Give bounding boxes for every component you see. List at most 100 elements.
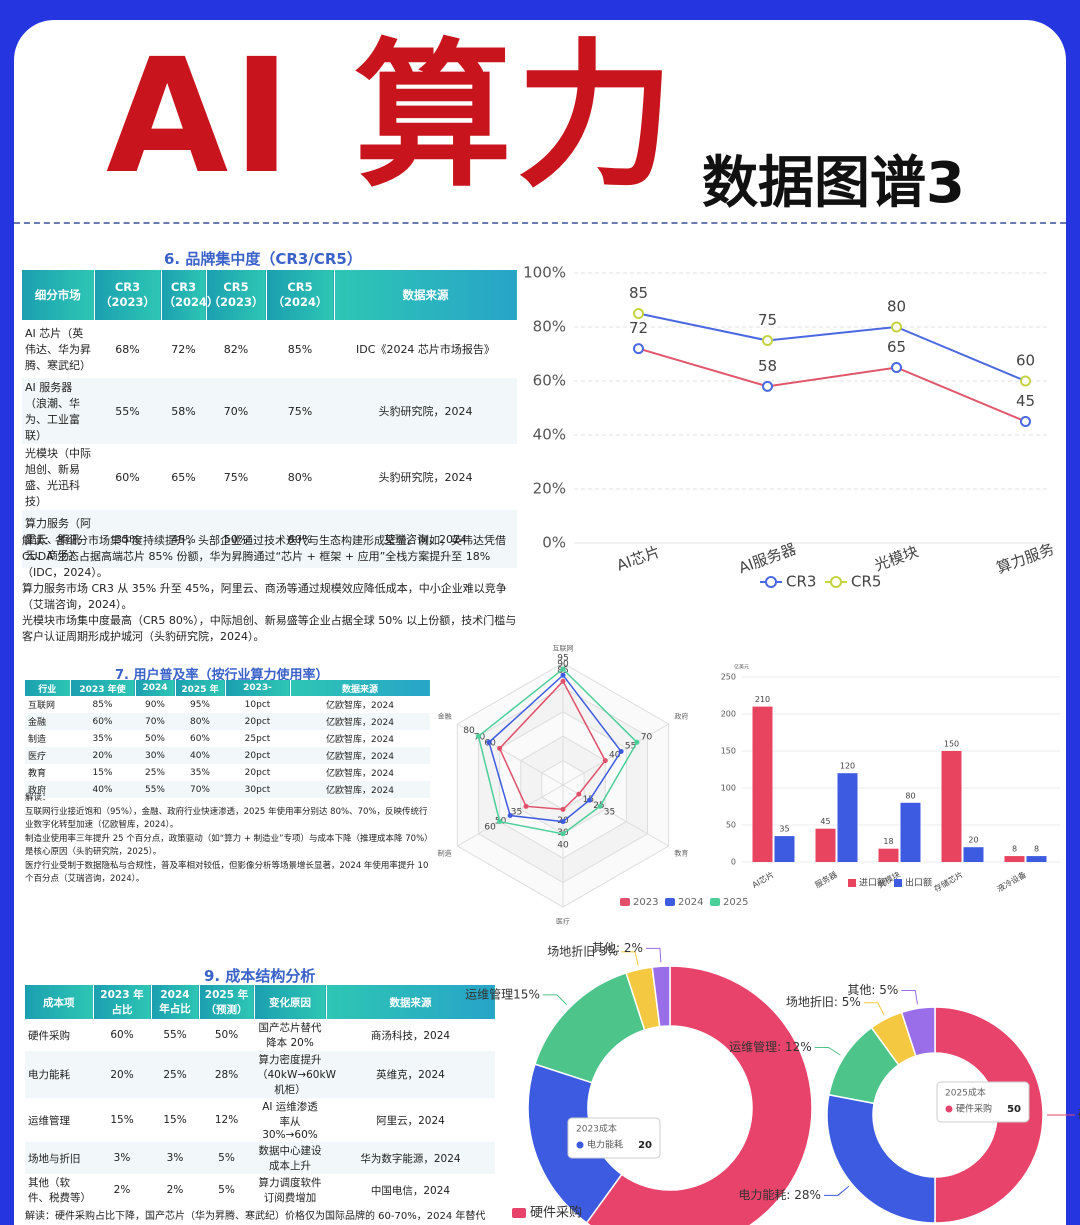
table-cell: 英维克，2024 [326, 1051, 495, 1098]
donut-slice [826, 1093, 936, 1224]
value-label: 场地折旧 3% [547, 943, 618, 958]
x-tick-label: 液冷设备 [995, 869, 1028, 894]
x-tick-label: AI芯片 [614, 542, 662, 574]
data-table: 成本项 2023 年占比 2024 年占比 2025 年（预测） 变化原因 数据来源 硬件采… [25, 985, 496, 1206]
data-table: 细分市场 CR3（2023） CR3（2024） CR5（2023） CR5（2024）… [22, 270, 518, 568]
tooltip-box [936, 1081, 1030, 1123]
donut-slice [534, 972, 646, 1084]
table-cell: 60% [115, 470, 140, 484]
marker [523, 803, 529, 809]
table-row: 场地与折旧 3% 3% 5% 数据中心建设成本上升 华为数字能源，2024 [25, 1142, 495, 1174]
marker [497, 819, 503, 825]
spoke [457, 723, 564, 786]
table-cell: 95% [189, 699, 210, 710]
value-label: 72 [629, 319, 648, 337]
marker [633, 308, 644, 319]
value-label: 65 [887, 338, 906, 356]
table-cell: 15% [92, 767, 113, 778]
table-cell: 75% [266, 378, 334, 444]
table-row: 电力能耗 20% 25% 28% 算力密度提升（40kW→60kW 机柜） 英维克，202… [25, 1051, 495, 1098]
table-cell: 制造 [28, 735, 47, 745]
leader-line [621, 951, 639, 966]
table-cell: 70% [206, 378, 266, 444]
legend-label: 硬件采购 [530, 1205, 582, 1221]
marker [560, 819, 566, 825]
axis-label: 医疗 [556, 917, 570, 926]
value-label: 运维管理: 12% [729, 1039, 812, 1054]
x-tick-label: 服务器 [813, 869, 839, 890]
table-cell: 25% [144, 767, 165, 778]
table-cell: 5% [199, 1142, 254, 1174]
table-cell: 50% [144, 733, 165, 744]
header-cell: 数据来源 [326, 985, 496, 1019]
table-row: 硬件采购 60% 55% 50% 国产芯片替代降本 20% 商汤科技，2024 [25, 1019, 495, 1051]
leader-line [823, 1186, 850, 1196]
header-cell: 行业 [25, 680, 71, 696]
table-cell: 55% [135, 781, 175, 798]
table-cell: 80% [175, 713, 225, 730]
subtitle: 数据图谱3 [702, 151, 965, 216]
value-label: 35 [604, 807, 615, 817]
table-cell: 60% [189, 733, 210, 744]
table-cell: 85% [287, 342, 313, 356]
table-cell: 68% [115, 342, 140, 356]
note-text: 算力服务市场 CR3 从 35% 升至 45%，阿里云、商汤等通过规模效应降低成… [22, 582, 507, 611]
table-cell: 国产芯片替代降本 20% [258, 1022, 322, 1049]
value-label: 45 [1016, 392, 1035, 410]
table-cell: 头豹研究院，2024 [334, 378, 517, 444]
table-cell: 互联网 [28, 701, 56, 711]
value-label: 8 [1034, 845, 1039, 854]
value-label: 210 [755, 695, 770, 704]
x-tick-label: 光模块 [872, 542, 920, 574]
header-cell: 数据来源 [334, 270, 518, 320]
table-cell: 70% [135, 713, 175, 730]
leader-line [542, 994, 568, 1006]
table-cell: 政府 [25, 781, 70, 798]
divider [14, 222, 1066, 224]
value-label: 硬件采购: 50% [1078, 1107, 1080, 1122]
table-cell: 3% [151, 1142, 199, 1174]
table-cell: 35% [189, 767, 210, 778]
header-row: 成本项 2023 年占比 2024 年占比 2025 年（预测） 变化原因 数据来源 [25, 985, 496, 1019]
legend-label: 2024 [678, 897, 703, 908]
table-cell: 60% [266, 510, 334, 568]
axis-label: 金融 [438, 712, 452, 721]
table-cell: 35% [94, 510, 161, 568]
table-cell: 亿欧智库，2024 [290, 713, 430, 730]
y-tick-label: 40% [533, 426, 566, 444]
header-cell: 2023 年使 [70, 680, 136, 696]
line [638, 312, 1026, 382]
table-cell: 算力服务（阿里云、腾讯云、商汤） [22, 510, 94, 568]
value-label: 150 [944, 740, 959, 749]
table-cell: 艾瑞咨询，2024 [334, 510, 517, 568]
header-cell: 成本项 [25, 985, 94, 1019]
table-cell: 58% [161, 378, 206, 444]
tooltip-dot [945, 1105, 953, 1113]
legend-marker [765, 576, 777, 588]
table-cell: 5% [218, 1184, 235, 1196]
bar [1004, 856, 1025, 862]
bar [963, 847, 984, 862]
table-cell: 场地与折旧 [25, 1142, 93, 1174]
marker [597, 803, 603, 809]
marker [762, 380, 773, 392]
bar [815, 828, 836, 862]
table-cell: 20pct [225, 713, 290, 730]
y-tick-label: 100% [523, 264, 566, 282]
value-label: 20 [968, 836, 978, 845]
legend-swatch [894, 879, 902, 887]
value-label: 120 [840, 762, 855, 771]
table-row: 医疗 20% 30% 40% 20pct 亿欧智库，2024 [25, 747, 430, 764]
tooltip-name: 电力能耗 [587, 1139, 623, 1151]
table-cell: 75% [223, 470, 249, 484]
header-row: 细分市场 CR3（2023） CR3（2024） CR5（2023） CR5（2024）… [22, 270, 518, 320]
table-cell: 中国电信，2024 [370, 1184, 451, 1197]
header-cell: 2025 年（预测） [199, 985, 255, 1019]
marker [560, 806, 566, 812]
leader-line [645, 947, 662, 963]
table-cell: 阿里云，2024 [376, 1114, 445, 1127]
table-cell: 55% [94, 378, 161, 444]
table-cell: 华为数字能源，2024 [326, 1142, 495, 1174]
leader-line [901, 990, 918, 1005]
table-cell: 15% [110, 1114, 134, 1126]
